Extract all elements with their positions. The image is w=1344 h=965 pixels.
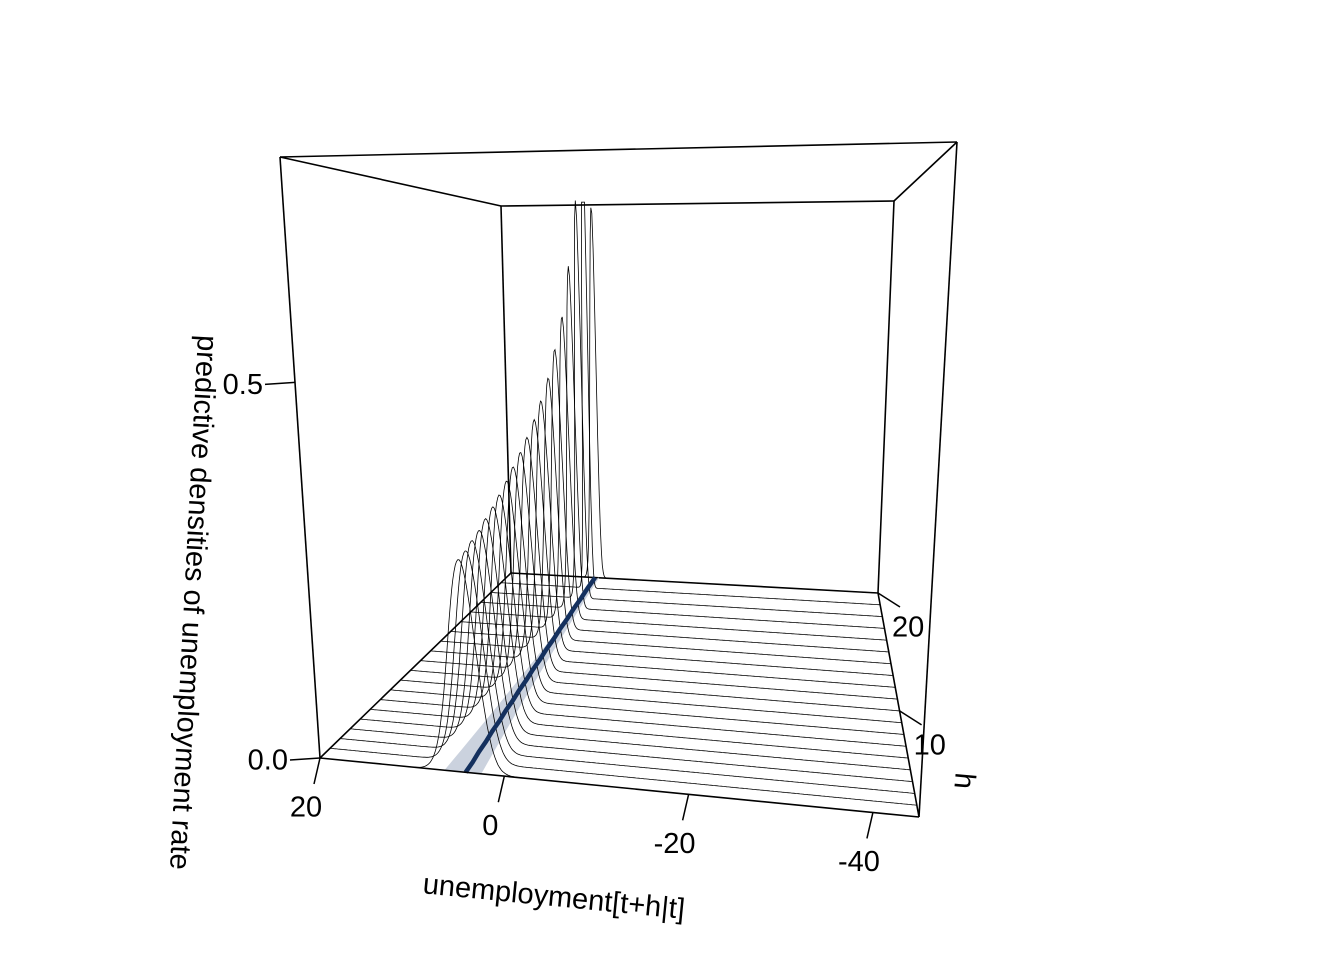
density-ridge-h13	[440, 400, 893, 676]
density-ridge-h2	[330, 550, 917, 806]
mean-forecast-line	[463, 576, 597, 774]
x-tick-label: 0	[482, 810, 498, 842]
box-edge-floor-left	[319, 572, 512, 759]
density-ridges	[319, 200, 919, 818]
x-axis-label: unemployment[t+h|t]	[421, 868, 686, 926]
y-tick-mark	[877, 592, 901, 608]
density-ridge-h9	[400, 466, 902, 724]
box-edge-top-left	[279, 156, 502, 207]
box-edge-front-left	[279, 156, 321, 759]
z-tick-mark	[264, 381, 296, 386]
density-ridge-h7	[380, 494, 906, 747]
z-axis-label: predictive densities of unemployment rat…	[163, 334, 223, 870]
box-back-edges	[319, 200, 920, 818]
density-ridge-h4	[350, 530, 913, 782]
density-ridge-h10	[410, 452, 900, 712]
x-tick-mark	[313, 757, 321, 785]
x-tick-label: -20	[654, 828, 696, 860]
z-tick-label: 0.0	[248, 745, 288, 777]
mean-forecast-path	[463, 576, 597, 774]
density-ridge-h5	[360, 518, 910, 771]
y-tick-label: 10	[914, 730, 946, 762]
box-front-edges	[279, 141, 958, 818]
density-ridge-h18	[490, 200, 883, 617]
box-edge-back-left	[500, 205, 512, 574]
x-tick-label: -40	[838, 846, 880, 878]
x-tick-mark	[866, 812, 874, 839]
density-ridge-h19	[500, 201, 880, 606]
density-ridge-h6	[370, 506, 908, 759]
box-edge-front-floor	[319, 757, 920, 818]
density-ridge-h15	[460, 348, 889, 653]
axis-ticks: 20 0 -20 -40 0.0 0.5 10 20	[223, 369, 946, 878]
box-edge-front-right	[918, 141, 958, 818]
x-tick-mark	[497, 775, 506, 803]
box-edge-floor-right	[877, 592, 920, 818]
density-ridge-h11	[420, 436, 898, 700]
z-tick-mark	[289, 757, 321, 761]
density-ridge-h3	[340, 540, 915, 794]
box-edge-back-top	[500, 200, 895, 207]
y-tick-label: 20	[892, 612, 924, 644]
z-tick-label: 0.5	[223, 369, 263, 401]
x-tick-label: 20	[290, 792, 322, 824]
y-axis-label: h	[947, 771, 980, 790]
density-ridge-h8	[390, 480, 904, 735]
y-tick-mark	[899, 710, 922, 726]
density-ridge-h20	[511, 207, 878, 594]
box-edge-front-top	[279, 141, 958, 158]
box-edge-back-right	[877, 200, 895, 594]
x-tick-mark	[681, 794, 690, 821]
box-edge-top-right	[893, 141, 958, 202]
density-ridge-h1	[319, 559, 919, 818]
